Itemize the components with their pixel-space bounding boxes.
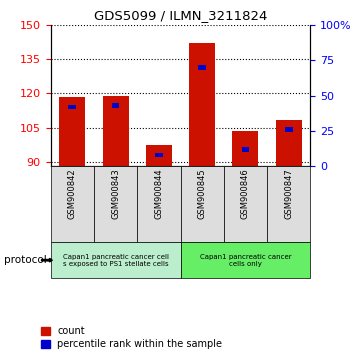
Text: GSM900844: GSM900844	[155, 169, 163, 219]
Bar	[232, 131, 258, 166]
Bar	[180, 242, 310, 278]
Bar	[103, 96, 129, 166]
Text: Capan1 pancreatic cancer cell
s exposed to PS1 stellate cells: Capan1 pancreatic cancer cell s exposed …	[62, 254, 169, 267]
Bar	[59, 97, 85, 166]
Text: GSM900845: GSM900845	[198, 169, 206, 219]
Bar	[112, 103, 119, 108]
Text: GSM900843: GSM900843	[111, 169, 120, 219]
Bar	[267, 166, 310, 242]
Text: Capan1 pancreatic cancer
cells only: Capan1 pancreatic cancer cells only	[200, 254, 291, 267]
Legend: count, percentile rank within the sample: count, percentile rank within the sample	[41, 326, 222, 349]
Bar	[276, 120, 302, 166]
Bar	[242, 147, 249, 152]
Title: GDS5099 / ILMN_3211824: GDS5099 / ILMN_3211824	[94, 9, 267, 22]
Text: GSM900842: GSM900842	[68, 169, 77, 219]
Bar	[189, 43, 215, 166]
Bar	[155, 153, 163, 157]
Bar	[180, 166, 224, 242]
Text: GSM900846: GSM900846	[241, 169, 250, 219]
Bar	[224, 166, 267, 242]
Bar	[146, 145, 172, 166]
Bar	[198, 65, 206, 69]
Bar	[285, 127, 293, 132]
Bar	[68, 105, 76, 109]
Bar	[51, 242, 180, 278]
Bar	[51, 166, 94, 242]
Text: protocol: protocol	[4, 255, 46, 265]
Text: GSM900847: GSM900847	[284, 169, 293, 219]
Bar	[137, 166, 180, 242]
Bar	[94, 166, 137, 242]
